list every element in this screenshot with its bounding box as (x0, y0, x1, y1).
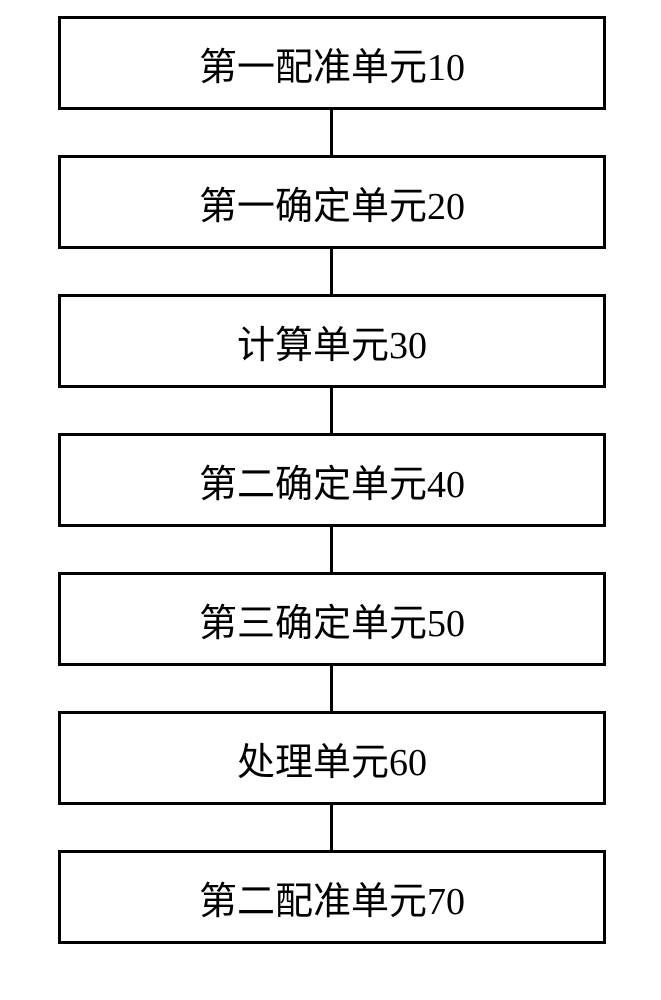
flowchart: 第一配准单元10 第一确定单元20 计算单元30 第二确定单元40 第三确定单元50 处理… (0, 0, 661, 1000)
node-n60: 处理单元60 (58, 711, 606, 805)
edge-n40-n50 (330, 527, 333, 572)
node-label: 计算单元30 (237, 314, 427, 369)
node-label: 第二配准单元70 (199, 870, 465, 925)
node-label: 第一配准单元10 (199, 36, 465, 91)
node-label: 第二确定单元40 (199, 453, 465, 508)
node-n10: 第一配准单元10 (58, 16, 606, 110)
node-n20: 第一确定单元20 (58, 155, 606, 249)
edge-n30-n40 (330, 388, 333, 433)
node-n30: 计算单元30 (58, 294, 606, 388)
edge-n20-n30 (330, 249, 333, 294)
edge-n50-n60 (330, 666, 333, 711)
node-label: 第一确定单元20 (199, 175, 465, 230)
node-n70: 第二配准单元70 (58, 850, 606, 944)
edge-n10-n20 (330, 110, 333, 155)
edge-n60-n70 (330, 805, 333, 850)
node-n40: 第二确定单元40 (58, 433, 606, 527)
node-n50: 第三确定单元50 (58, 572, 606, 666)
node-label: 处理单元60 (237, 731, 427, 786)
node-label: 第三确定单元50 (199, 592, 465, 647)
